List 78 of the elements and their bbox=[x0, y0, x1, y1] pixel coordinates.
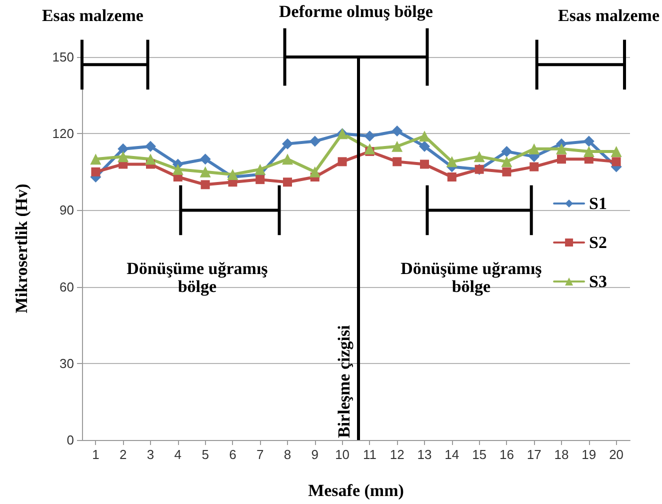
x-tick-label: 16 bbox=[499, 447, 514, 462]
x-tick-label: 12 bbox=[390, 447, 404, 462]
y-tick-label: 90 bbox=[60, 202, 74, 218]
point bbox=[118, 151, 129, 162]
x-tick-label: 7 bbox=[256, 447, 264, 462]
point bbox=[446, 156, 458, 168]
ref-line-label: Birleşme çizgisi bbox=[334, 324, 354, 438]
x-tick-label: 8 bbox=[284, 447, 292, 462]
point bbox=[282, 138, 293, 150]
point bbox=[447, 172, 456, 182]
x-tick-label: 3 bbox=[146, 447, 154, 462]
x-tick-label: 10 bbox=[335, 447, 350, 462]
point bbox=[583, 136, 594, 147]
point bbox=[254, 164, 266, 175]
point bbox=[392, 157, 402, 166]
x-tick-label: 6 bbox=[229, 447, 236, 462]
x-tick-label: 19 bbox=[582, 447, 596, 462]
annotation: Dönüşüme uğramış bölge bbox=[400, 258, 542, 296]
point bbox=[309, 136, 320, 147]
y-tick-label: 0 bbox=[66, 432, 74, 448]
point bbox=[419, 140, 430, 152]
point bbox=[90, 154, 102, 165]
legend-label: S1 bbox=[589, 194, 608, 213]
x-tick-label: 18 bbox=[554, 447, 569, 462]
point bbox=[610, 146, 622, 157]
point bbox=[145, 154, 156, 165]
point bbox=[145, 140, 156, 152]
point bbox=[283, 178, 292, 187]
x-tick-label: 4 bbox=[174, 447, 182, 462]
x-tick-label: 14 bbox=[444, 447, 460, 462]
point bbox=[309, 166, 320, 178]
x-tick-label: 5 bbox=[202, 447, 209, 462]
point bbox=[364, 130, 376, 142]
x-tick-label: 2 bbox=[119, 447, 127, 462]
x-axis-title: Mesafe (mm) bbox=[308, 481, 404, 500]
legend-label: S2 bbox=[589, 233, 608, 252]
y-tick-label: 60 bbox=[60, 279, 74, 294]
point bbox=[91, 167, 100, 176]
point bbox=[556, 143, 567, 154]
x-tick-label: 17 bbox=[526, 447, 542, 462]
point bbox=[227, 168, 238, 180]
point bbox=[530, 162, 539, 172]
point bbox=[392, 140, 403, 152]
point bbox=[364, 143, 376, 154]
point bbox=[474, 151, 485, 162]
point bbox=[528, 143, 540, 154]
point bbox=[200, 180, 210, 190]
point bbox=[502, 167, 512, 176]
point bbox=[118, 143, 129, 154]
text: Esas malzeme bbox=[558, 6, 660, 26]
x-tick-label: 11 bbox=[362, 447, 376, 462]
point bbox=[612, 157, 621, 166]
text: Esas malzeme bbox=[42, 6, 144, 26]
y-axis-title: Mikrosertlik (Hv) bbox=[12, 184, 31, 314]
legend-label: S3 bbox=[589, 272, 608, 291]
x-tick-label: 9 bbox=[311, 447, 319, 462]
point bbox=[200, 166, 211, 178]
y-tick-label: 30 bbox=[60, 356, 74, 371]
x-tick-label: 13 bbox=[417, 447, 432, 462]
point bbox=[501, 156, 512, 168]
y-tick-label: 120 bbox=[52, 126, 74, 142]
point bbox=[419, 130, 430, 142]
point bbox=[583, 146, 594, 157]
point bbox=[282, 154, 293, 165]
annotation: Dönüşüme uğramış bölge bbox=[126, 258, 268, 296]
text: Deforme olmuş bölge bbox=[279, 2, 433, 22]
point bbox=[392, 126, 403, 137]
x-tick-label: 15 bbox=[472, 447, 487, 462]
y-tick-label: 150 bbox=[52, 50, 74, 64]
x-tick-label: 1 bbox=[92, 447, 100, 462]
point bbox=[557, 154, 566, 164]
x-tick-label: 20 bbox=[609, 447, 624, 462]
point bbox=[338, 157, 347, 166]
point bbox=[200, 154, 211, 165]
point bbox=[501, 146, 512, 157]
point bbox=[172, 164, 184, 175]
point bbox=[420, 160, 429, 169]
point bbox=[256, 175, 265, 184]
